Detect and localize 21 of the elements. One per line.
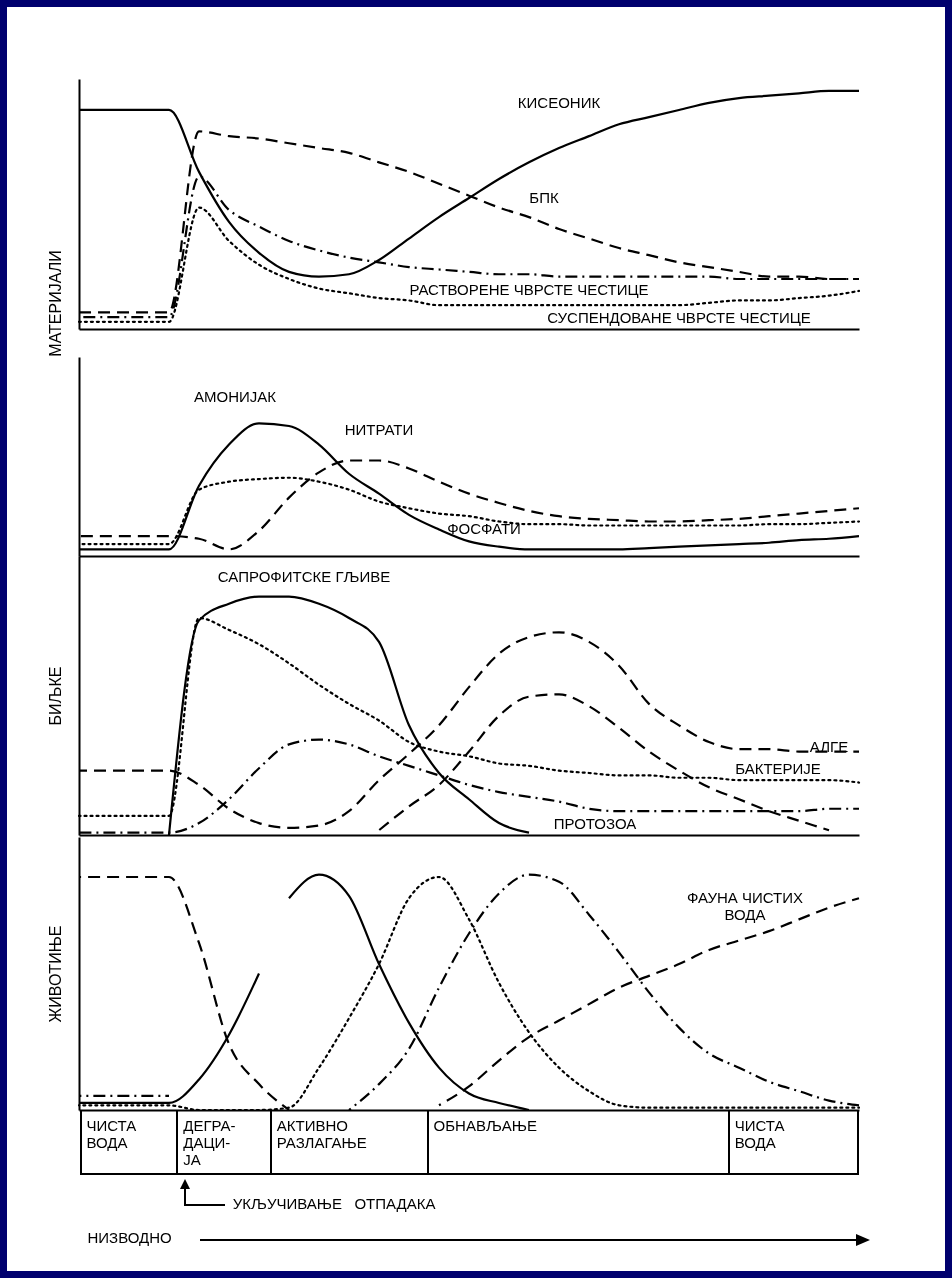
series-label: НИТРАТИ (344, 420, 414, 438)
series-label: АМОНИЈАК (193, 387, 277, 405)
text: ДЕГРА- ДАЦИ- ЈА (176, 1110, 270, 1175)
text: АКТИВНО РАЗЛАГАЊЕ (269, 1110, 427, 1175)
text: НИЗВОДНО (87, 1228, 172, 1246)
text: ЧИСТА ВОДА (727, 1110, 860, 1175)
series-label: КИСЕОНИК (517, 93, 601, 111)
y-axis-title: ЖИВОТИЊЕ (46, 925, 64, 1023)
series-label: САПРОФИТСКЕ ГЉИВЕ (217, 568, 391, 586)
series-label: СУСПЕНДОВАНЕ ЧВРСТЕ ЧЕСТИЦЕ (547, 309, 811, 327)
series-label: ФАУНА ЧИСТИХ ВОДА (686, 889, 804, 924)
series-label: РАСТВОРЕНЕ ЧВРСТЕ ЧЕСТИЦЕ (409, 280, 649, 298)
text: ОБНАВЉАЊЕ (426, 1110, 728, 1175)
series-label: БАКТЕРИЈЕ (735, 760, 821, 778)
text: УКЉУЧИВАЊЕ ОТПАДАКА (232, 1194, 436, 1212)
series-label: БПК (529, 189, 559, 207)
y-axis-title: БИЉКЕ (46, 666, 64, 726)
series-label: ФОСФАТИ (447, 520, 521, 538)
text: ЧИСТА ВОДА (79, 1110, 177, 1175)
y-axis-title: МАТЕРИЈАЛИ (46, 250, 64, 357)
series-label: ПРОТОЗОА (553, 815, 637, 833)
